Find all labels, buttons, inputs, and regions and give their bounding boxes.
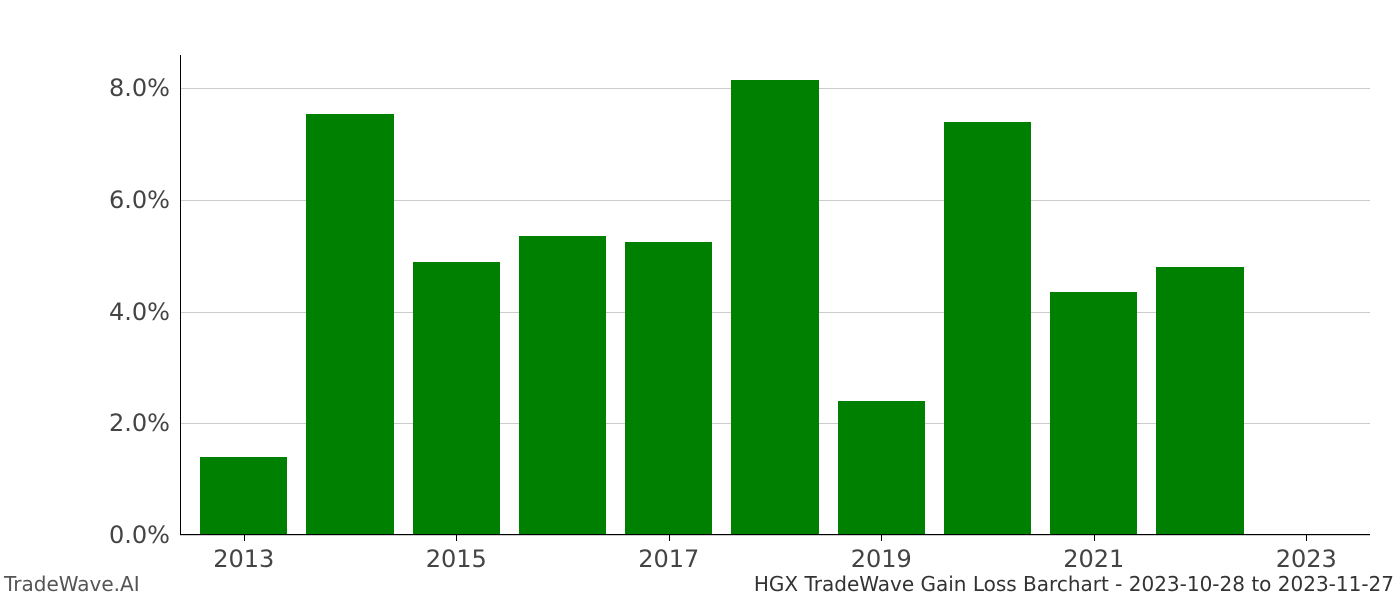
x-axis-tick-label: 2013 bbox=[213, 535, 274, 573]
bar bbox=[519, 236, 606, 535]
bar bbox=[413, 262, 500, 535]
bar bbox=[306, 114, 393, 535]
chart-plot-area: 0.0%2.0%4.0%6.0%8.0%20132015201720192021… bbox=[180, 55, 1370, 535]
footer-brand: TradeWave.AI bbox=[4, 572, 140, 596]
x-axis-tick-label: 2017 bbox=[638, 535, 699, 573]
x-axis-tick-label: 2021 bbox=[1063, 535, 1124, 573]
y-axis-tick-label: 2.0% bbox=[109, 409, 180, 437]
bar bbox=[200, 457, 287, 535]
x-axis-tick-label: 2019 bbox=[851, 535, 912, 573]
bar bbox=[731, 80, 818, 535]
bar bbox=[625, 242, 712, 535]
x-axis-tick-label: 2015 bbox=[426, 535, 487, 573]
y-axis-line bbox=[180, 55, 181, 535]
footer-caption: HGX TradeWave Gain Loss Barchart - 2023-… bbox=[754, 572, 1394, 596]
x-axis-tick-label: 2023 bbox=[1276, 535, 1337, 573]
x-axis-line bbox=[180, 534, 1370, 535]
bar bbox=[838, 401, 925, 535]
bar bbox=[1156, 267, 1243, 535]
y-axis-tick-label: 0.0% bbox=[109, 521, 180, 549]
y-gridline bbox=[180, 535, 1370, 536]
bar bbox=[1050, 292, 1137, 535]
y-axis-tick-label: 8.0% bbox=[109, 74, 180, 102]
y-axis-tick-label: 4.0% bbox=[109, 298, 180, 326]
y-axis-tick-label: 6.0% bbox=[109, 186, 180, 214]
bar bbox=[944, 122, 1031, 535]
